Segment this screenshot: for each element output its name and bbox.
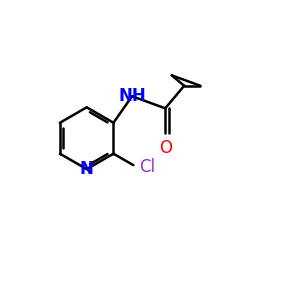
Text: O: O [159,139,172,157]
Text: N: N [80,160,94,178]
Text: NH: NH [118,87,146,105]
Text: Cl: Cl [140,158,155,176]
